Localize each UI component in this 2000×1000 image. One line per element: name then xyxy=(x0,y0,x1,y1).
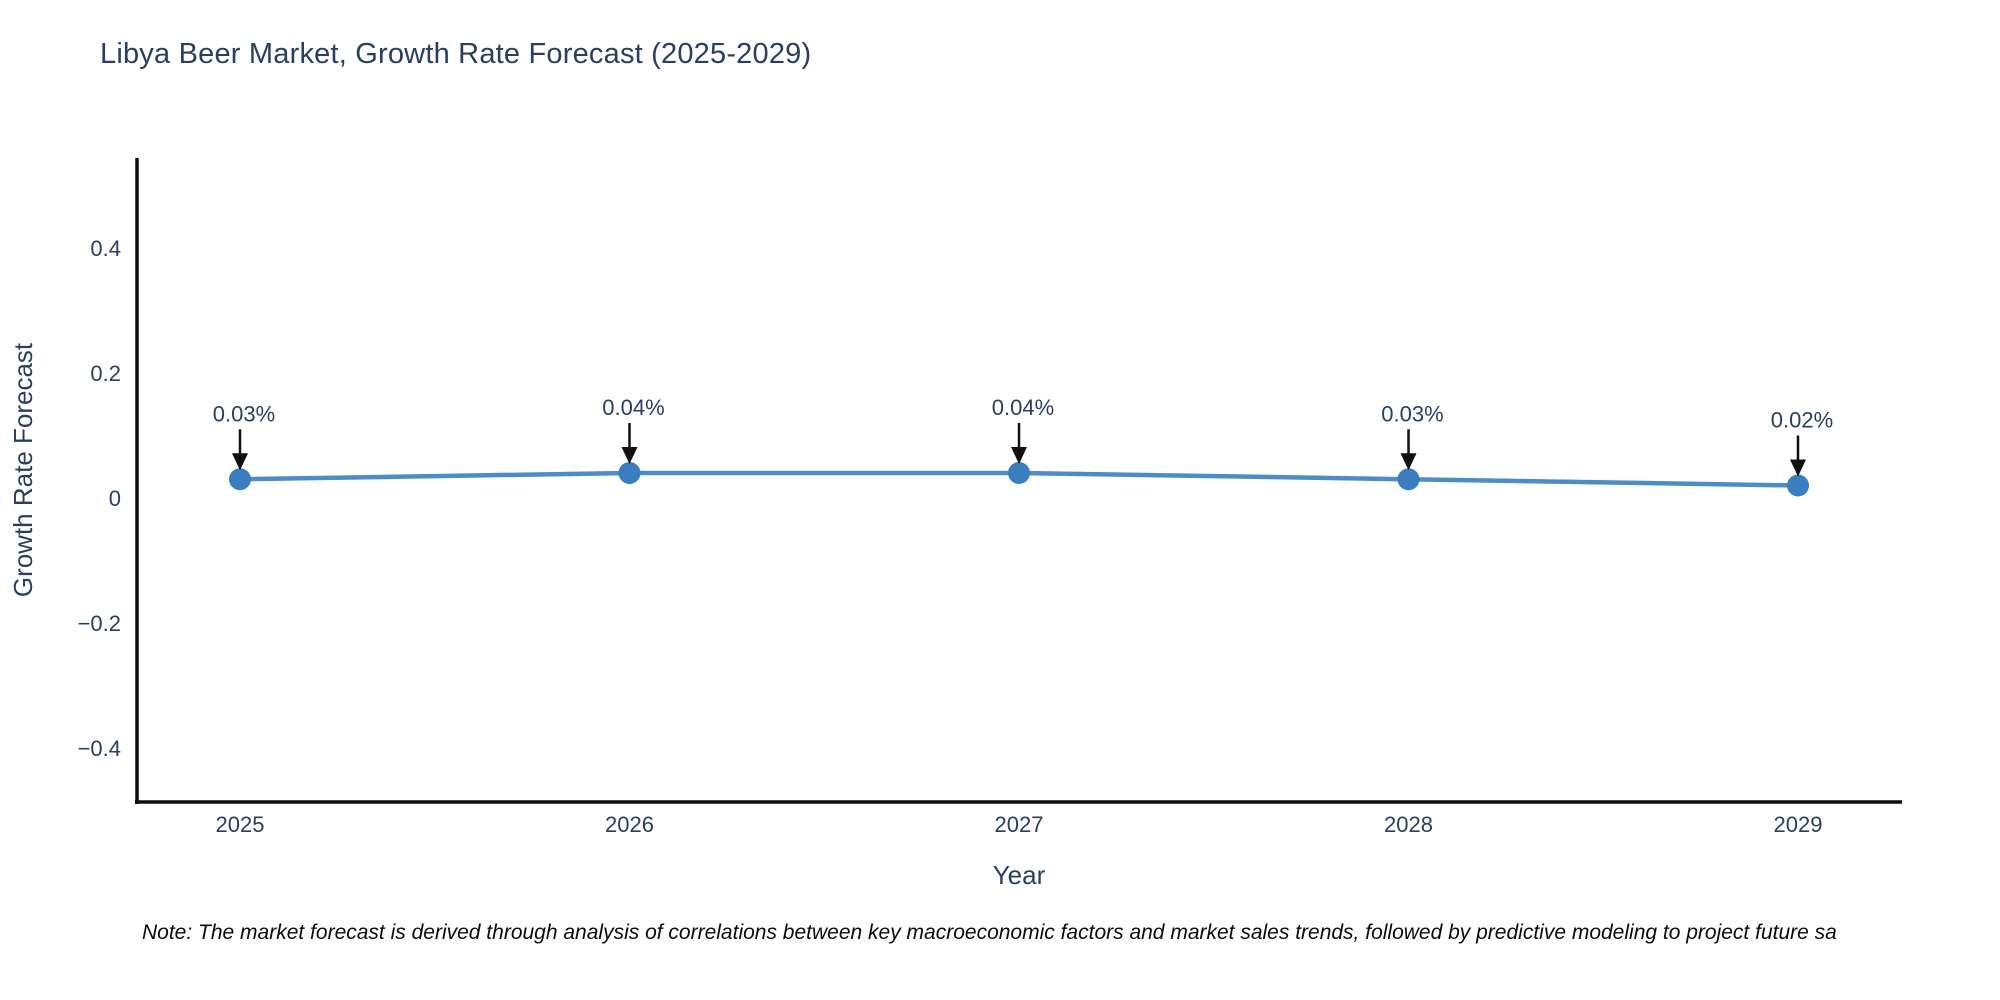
data-point-label: 0.04% xyxy=(602,395,664,420)
data-point-marker[interactable] xyxy=(1397,468,1420,491)
y-tick-label: −0.4 xyxy=(78,736,121,761)
y-tick-label: −0.2 xyxy=(78,611,121,636)
data-point-label: 0.02% xyxy=(1771,408,1833,433)
chart-title: Libya Beer Market, Growth Rate Forecast … xyxy=(100,38,812,70)
y-axis-title: Growth Rate Forecast xyxy=(8,342,38,597)
x-tick-label: 2029 xyxy=(1774,812,1823,837)
y-tick-label: 0.2 xyxy=(90,361,121,386)
x-tick-label: 2025 xyxy=(216,812,265,837)
data-point-marker[interactable] xyxy=(1008,462,1030,484)
data-point-marker[interactable] xyxy=(618,462,641,484)
data-point-marker[interactable] xyxy=(229,468,251,491)
data-point-label: 0.03% xyxy=(213,401,275,426)
x-tick-label: 2028 xyxy=(1384,812,1433,837)
footnote: Note: The market forecast is derived thr… xyxy=(142,921,1837,944)
x-tick-label: 2026 xyxy=(605,812,654,837)
x-axis-title: Year xyxy=(993,860,1046,890)
data-point-label: 0.04% xyxy=(992,395,1054,420)
annotation-arrow-head xyxy=(1790,459,1806,477)
data-point-marker[interactable] xyxy=(1787,474,1809,497)
annotation-arrow-head xyxy=(232,453,248,471)
annotation-arrow-head xyxy=(1400,453,1417,471)
y-tick-label: 0 xyxy=(109,486,121,511)
data-point-label: 0.03% xyxy=(1381,401,1443,426)
annotation-arrow-head xyxy=(621,447,638,464)
x-tick-label: 2027 xyxy=(995,812,1044,837)
annotation-arrow-head xyxy=(1011,447,1027,464)
y-tick-label: 0.4 xyxy=(90,236,121,261)
